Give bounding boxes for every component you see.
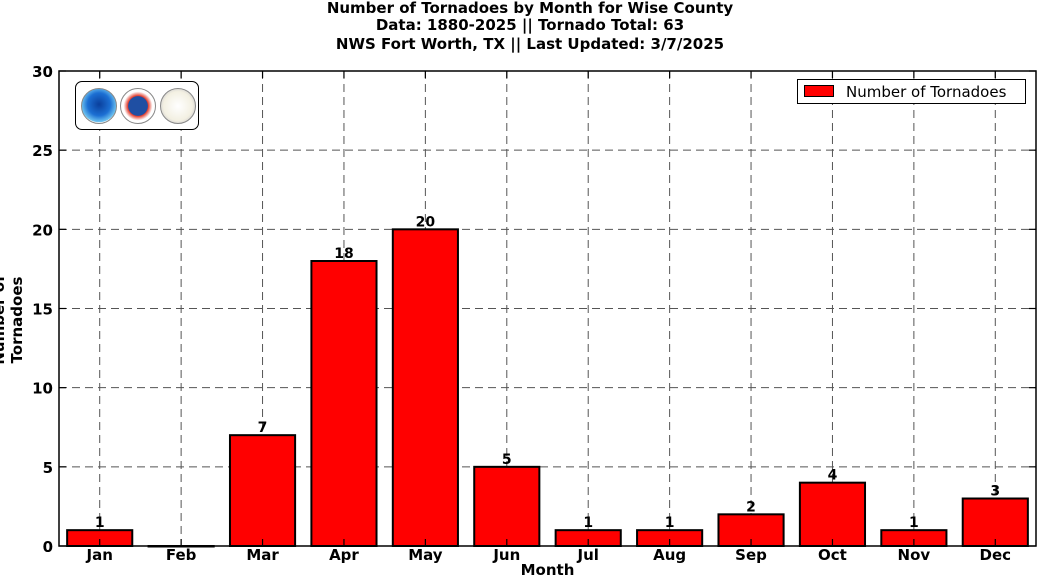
x-axis-label: Month — [520, 561, 575, 579]
bar — [391, 228, 459, 547]
x-tick-label: Jun — [492, 546, 520, 564]
y-tick-label: 5 — [43, 459, 53, 477]
bar-value-label: 1 — [583, 515, 593, 531]
bar-value-label: 18 — [334, 246, 353, 262]
x-tick-label: May — [408, 546, 443, 564]
texas-logo-icon — [160, 88, 196, 124]
bar-value-label: 1 — [665, 515, 675, 531]
x-tick-label: Sep — [735, 546, 767, 564]
legend-swatch — [804, 85, 834, 97]
agency-logos — [75, 81, 199, 130]
bar — [961, 497, 1029, 547]
bar — [310, 260, 378, 547]
x-tick-label: Feb — [166, 546, 197, 564]
bar-value-label: 1 — [95, 515, 105, 531]
chart-subtitle-office: NWS Fort Worth, TX || Last Updated: 3/7/… — [335, 35, 725, 53]
x-tick-label: Nov — [898, 546, 931, 564]
y-tick-label: 15 — [32, 301, 53, 319]
bar-value-label: 3 — [990, 484, 1000, 500]
y-tick-label: 20 — [32, 221, 53, 239]
bar-value-label: 4 — [828, 468, 838, 484]
x-tick-label: Oct — [818, 546, 847, 564]
legend-label: Number of Tornadoes — [846, 83, 1007, 101]
bar-value-label: 20 — [416, 214, 436, 230]
bar — [473, 465, 541, 548]
bar — [228, 434, 297, 547]
bar — [798, 481, 867, 547]
x-tick-label: Jan — [86, 546, 113, 564]
x-tick-label: Jul — [577, 546, 599, 564]
x-tick-label: Dec — [980, 546, 1012, 564]
bar-value-label: 5 — [502, 452, 512, 468]
nws-logo-icon — [120, 88, 156, 124]
bar-value-label: 1 — [909, 515, 919, 531]
y-axis-label: Number of Tornadoes — [0, 275, 26, 365]
y-tick-label: 0 — [43, 538, 53, 556]
noaa-logo-icon — [81, 88, 117, 124]
chart-title: Number of Tornadoes by Month for Wise Co… — [326, 0, 734, 17]
y-tick-label: 25 — [32, 142, 53, 160]
x-tick-label: Apr — [329, 546, 359, 564]
y-tick-label: 10 — [32, 380, 53, 398]
bar-value-label: 7 — [258, 420, 268, 436]
y-tick-label: 30 — [32, 63, 53, 81]
chart-subtitle-data: Data: 1880-2025 || Tornado Total: 63 — [375, 16, 685, 34]
legend: Number of Tornadoes — [797, 79, 1026, 104]
x-tick-label: Mar — [246, 546, 279, 564]
bar-value-label: 2 — [746, 499, 756, 515]
x-tick-label: Aug — [653, 546, 686, 564]
